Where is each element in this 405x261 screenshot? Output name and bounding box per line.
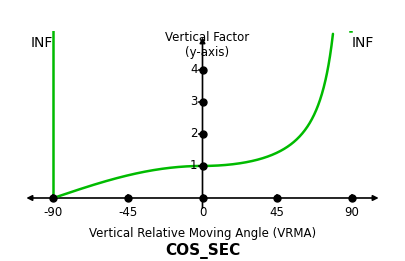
Text: -90: -90 — [44, 206, 63, 219]
Text: INF: INF — [352, 36, 374, 50]
Text: 45: 45 — [270, 206, 284, 219]
Text: INF: INF — [31, 36, 53, 50]
Text: 90: 90 — [344, 206, 359, 219]
Text: 1: 1 — [190, 159, 198, 173]
Text: 4: 4 — [190, 63, 198, 76]
Text: 2: 2 — [190, 127, 198, 140]
Text: 0: 0 — [199, 206, 206, 219]
Text: 3: 3 — [190, 95, 198, 108]
Text: Vertical Factor
(y-axis): Vertical Factor (y-axis) — [165, 31, 249, 59]
Text: COS_SEC: COS_SEC — [165, 243, 240, 259]
Text: -45: -45 — [118, 206, 138, 219]
Text: Vertical Relative Moving Angle (VRMA): Vertical Relative Moving Angle (VRMA) — [89, 227, 316, 240]
